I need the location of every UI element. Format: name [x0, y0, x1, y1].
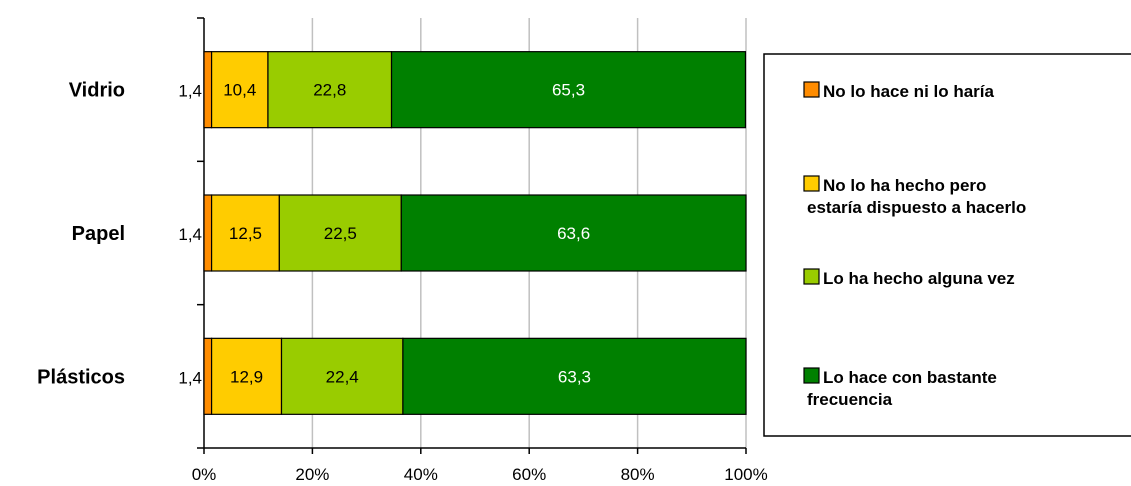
bar-segment	[402, 337, 747, 415]
x-tick-label: 40%	[404, 465, 438, 484]
data-label: 12,5	[229, 224, 262, 243]
data-label: 63,6	[557, 224, 590, 243]
legend-swatch	[803, 367, 820, 384]
x-tick-label: 80%	[621, 465, 655, 484]
legend-label: estaría dispuesto a hacerlo	[807, 198, 1026, 217]
legend-box	[763, 53, 1131, 437]
bar-segment	[203, 337, 213, 415]
bar-segment	[390, 51, 747, 129]
legend-label: frecuencia	[807, 390, 893, 409]
data-label: 12,9	[230, 367, 263, 386]
legend-swatch	[803, 175, 820, 192]
bar-segment	[203, 194, 213, 272]
bar-segment	[210, 337, 283, 415]
data-label: 65,3	[552, 81, 585, 100]
legend-label: Lo hace con bastante	[823, 368, 997, 387]
legend-label: Lo ha hecho alguna vez	[823, 269, 1015, 288]
bar-segment	[267, 51, 393, 129]
data-label: 10,4	[223, 81, 256, 100]
bar-segment	[203, 51, 213, 129]
x-tick-label: 20%	[295, 465, 329, 484]
category-label: Papel	[72, 223, 125, 245]
data-label: 1,4	[178, 225, 202, 244]
x-tick-label: 100%	[724, 465, 767, 484]
legend-label: No lo ha hecho pero	[823, 176, 986, 195]
legend-swatch	[803, 268, 820, 285]
legend-swatch	[803, 81, 820, 98]
data-label: 22,4	[326, 367, 359, 386]
data-label: 1,4	[178, 368, 202, 387]
data-label: 22,5	[324, 224, 357, 243]
data-label: 22,8	[313, 81, 346, 100]
bar-segment	[400, 194, 747, 272]
legend-label: No lo hace ni lo haría	[823, 82, 995, 101]
bar-segment	[210, 51, 269, 129]
category-label: Vidrio	[69, 80, 125, 102]
bar-segment	[280, 337, 404, 415]
x-tick-label: 60%	[512, 465, 546, 484]
data-label: 1,4	[178, 82, 202, 101]
data-label: 63,3	[558, 367, 591, 386]
x-tick-label: 0%	[192, 465, 217, 484]
category-label: Plásticos	[37, 366, 125, 388]
